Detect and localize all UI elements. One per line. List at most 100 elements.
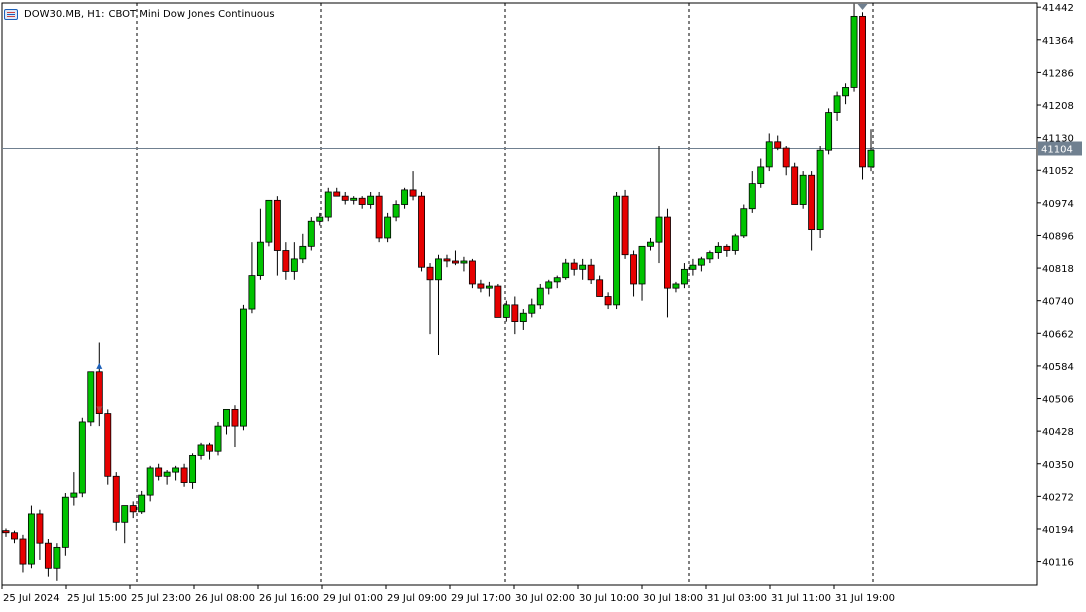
y-tick-label: 40974: [1042, 199, 1074, 210]
candle-body: [477, 283, 485, 289]
candle-body: [350, 197, 358, 201]
candle-body: [206, 444, 213, 452]
candle-body: [494, 285, 502, 318]
candle-body: [256, 241, 264, 277]
candle-body: [121, 505, 129, 523]
candle-body: [731, 235, 739, 251]
candle-body: [401, 189, 409, 205]
candle-body: [808, 174, 816, 231]
x-tick-label: 30 Jul 02:00: [515, 593, 575, 604]
candle-body: [316, 216, 324, 222]
candle-body: [435, 258, 442, 281]
chart-header: DOW30.MB, H1: CBOT Mini Dow Jones Contin…: [4, 6, 275, 22]
y-tick-label: 41208: [1042, 101, 1074, 112]
candle-body: [409, 189, 417, 197]
candle-body: [112, 475, 120, 523]
y-tick-label: 40350: [1042, 460, 1074, 471]
candle-body: [231, 408, 239, 427]
candle-body: [375, 195, 383, 239]
candle-body: [384, 216, 392, 239]
candle-body: [519, 312, 527, 322]
candle-body: [714, 245, 722, 254]
candle-body: [155, 467, 163, 477]
candle-body: [774, 141, 782, 149]
y-tick-label: 40272: [1042, 492, 1074, 503]
candle-body: [452, 260, 459, 264]
candle-body: [468, 260, 476, 285]
candle-body: [689, 264, 697, 270]
candle-body: [290, 258, 298, 272]
candle-body: [172, 467, 180, 473]
candle-body: [799, 174, 807, 205]
x-tick-label: 25 Jul 2024: [3, 593, 60, 604]
candle-body: [163, 471, 171, 477]
candle-body: [630, 254, 638, 285]
candle-body: [579, 264, 587, 270]
candle-body: [570, 262, 578, 270]
x-tick-label: 25 Jul 23:00: [131, 593, 191, 604]
candle-body: [706, 252, 714, 260]
candle-body: [333, 191, 341, 197]
candle-body: [104, 413, 112, 477]
candle-body: [757, 166, 765, 185]
candle-body: [70, 492, 78, 498]
y-tick-label: 40818: [1042, 264, 1074, 275]
current-price-label-bg: [1038, 141, 1082, 156]
candle-body: [782, 147, 790, 168]
chart-window-icon[interactable]: [4, 8, 18, 20]
candle-body: [392, 204, 400, 218]
x-tick-label: 29 Jul 17:00: [451, 593, 511, 604]
x-tick-label: 25 Jul 15:00: [67, 593, 127, 604]
candle-body: [867, 149, 875, 168]
candle-body: [638, 245, 646, 285]
candle-body: [358, 197, 366, 205]
y-tick-label: 40896: [1042, 231, 1074, 242]
candle-body: [44, 542, 52, 569]
candle-body: [418, 195, 425, 268]
candle-body: [299, 245, 307, 260]
candle-body: [460, 260, 468, 264]
candle-body: [36, 513, 44, 544]
candle-body: [95, 371, 103, 414]
candle-body: [842, 87, 850, 97]
candle-body: [324, 191, 332, 218]
candle-body: [740, 208, 748, 237]
top-marker-icon: [857, 4, 868, 10]
x-tick-label: 30 Jul 18:00: [643, 593, 703, 604]
y-tick-label: 40506: [1042, 395, 1074, 406]
candle-body: [443, 258, 451, 262]
candle-body: [78, 421, 86, 494]
x-tick-label: 29 Jul 01:00: [323, 593, 383, 604]
candle-body: [214, 425, 222, 452]
x-tick-label: 31 Jul 03:00: [707, 593, 767, 604]
candle-body: [697, 258, 705, 266]
candle-body: [748, 183, 756, 210]
candle-body: [485, 285, 493, 289]
candle-body: [672, 283, 680, 289]
candle-body: [129, 505, 137, 513]
candle-body: [502, 304, 510, 318]
candle-body: [587, 264, 595, 281]
candle-body: [265, 199, 273, 243]
candle-body: [621, 195, 629, 256]
candle-body: [562, 262, 570, 279]
y-tick-label: 40584: [1042, 362, 1074, 373]
candle-body: [138, 494, 146, 513]
candle-body: [11, 532, 18, 540]
candle-body: [248, 275, 256, 310]
candle-body: [816, 149, 824, 231]
plot-area-border: [1, 2, 1038, 586]
candle-body: [426, 266, 434, 281]
candle-body: [146, 467, 154, 496]
candle-body: [87, 371, 95, 423]
candle-body: [341, 195, 349, 201]
y-tick-label: 40116: [1042, 558, 1074, 569]
candle-body: [223, 408, 230, 427]
candle-body: [664, 216, 671, 289]
candle-body: [2, 530, 10, 534]
y-tick-label: 41364: [1042, 36, 1074, 47]
candle-body: [680, 268, 688, 285]
symbol-label: DOW30.MB, H1:: [24, 8, 105, 20]
